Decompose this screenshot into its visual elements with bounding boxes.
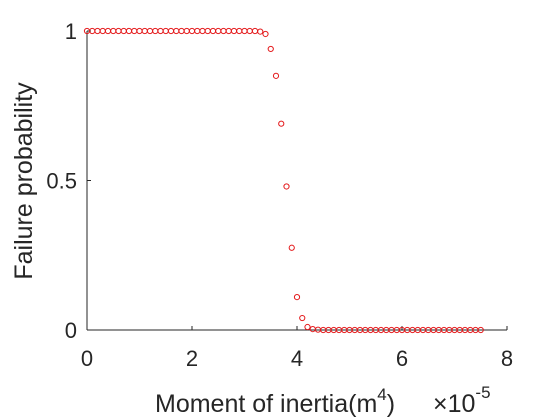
x-tick-label: 0 bbox=[81, 346, 93, 371]
data-point bbox=[173, 27, 180, 35]
data-point bbox=[199, 27, 206, 35]
data-point bbox=[241, 27, 248, 35]
data-point bbox=[278, 120, 285, 127]
data-point bbox=[272, 72, 280, 79]
data-point bbox=[220, 27, 227, 35]
data-point bbox=[225, 27, 232, 35]
axis-exponent: ×10-5 bbox=[433, 383, 491, 418]
y-tick-label: 0 bbox=[65, 318, 77, 343]
tick-labels: 0 2 4 6 8 0 0.5 1 bbox=[46, 19, 513, 371]
data-point bbox=[293, 294, 301, 301]
axes bbox=[86, 31, 507, 331]
data-point bbox=[309, 326, 316, 333]
data-point bbox=[204, 27, 211, 35]
data-point bbox=[162, 27, 169, 35]
data-point bbox=[257, 28, 264, 35]
data-point bbox=[251, 27, 259, 35]
x-axis-label-suffix: ) bbox=[387, 390, 395, 418]
data-point bbox=[283, 183, 290, 190]
y-tick-label: 1 bbox=[65, 19, 77, 44]
data-points bbox=[83, 27, 484, 334]
data-point bbox=[115, 27, 122, 35]
data-point bbox=[104, 27, 112, 35]
data-point bbox=[236, 27, 243, 35]
data-point bbox=[152, 27, 159, 35]
data-point bbox=[183, 27, 190, 35]
data-point bbox=[146, 27, 154, 35]
data-point bbox=[209, 27, 217, 35]
data-point bbox=[246, 27, 253, 35]
data-point bbox=[299, 314, 306, 322]
data-point bbox=[188, 27, 196, 35]
data-point bbox=[110, 27, 117, 35]
axis-exponent-power: -5 bbox=[475, 383, 490, 402]
x-tick-label: 8 bbox=[501, 346, 513, 371]
x-axis-label: Moment of inertia(m4) bbox=[155, 385, 395, 418]
data-point bbox=[477, 326, 484, 334]
data-point bbox=[99, 27, 106, 35]
data-point bbox=[262, 30, 269, 38]
data-point bbox=[215, 27, 222, 35]
y-tick-label: 0.5 bbox=[46, 169, 77, 194]
data-point bbox=[267, 45, 274, 53]
data-point bbox=[125, 27, 133, 35]
data-point bbox=[304, 323, 311, 331]
data-point bbox=[288, 244, 295, 251]
data-point bbox=[94, 27, 101, 35]
data-point bbox=[157, 27, 164, 35]
x-tick-label: 6 bbox=[396, 346, 408, 371]
y-axis-label: Failure probability bbox=[10, 82, 38, 280]
data-point bbox=[120, 27, 127, 35]
tick-marks bbox=[86, 30, 508, 331]
data-point bbox=[136, 27, 143, 35]
data-point bbox=[131, 27, 138, 35]
data-point bbox=[141, 27, 148, 35]
data-point bbox=[167, 27, 175, 35]
x-tick-label: 4 bbox=[291, 346, 303, 371]
data-point bbox=[230, 27, 238, 35]
data-point bbox=[178, 27, 185, 35]
x-tick-label: 2 bbox=[186, 346, 198, 371]
x-axis-label-superscript: 4 bbox=[377, 385, 386, 404]
data-point bbox=[194, 27, 201, 35]
